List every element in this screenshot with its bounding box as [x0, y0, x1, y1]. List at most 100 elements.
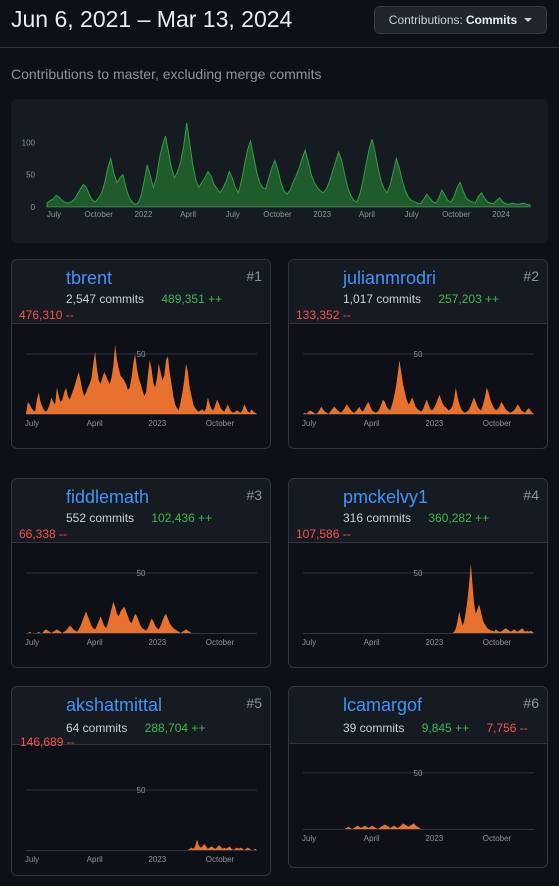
deletions-count: 7,756 -- [486, 721, 528, 735]
contributor-chart: 50 July April 2023 October [302, 769, 534, 843]
chart-x-tick-label: July [25, 855, 39, 864]
commit-count[interactable]: 39 commits [343, 721, 405, 735]
contributor-chart: 50 July April 2023 October [302, 563, 534, 647]
avatar[interactable] [297, 268, 333, 304]
chart-x-tick-label: 2023 [313, 210, 331, 219]
chart-x-tick-label: 2022 [135, 210, 153, 219]
chart-x-tick-label: July [25, 638, 39, 647]
avatar[interactable] [297, 487, 333, 523]
commit-count[interactable]: 316 commits [343, 511, 412, 525]
chart-x-tick-label: 2024 [492, 210, 510, 219]
chart-x-tick-label: April [87, 419, 103, 428]
chart-x-tick-label: April [87, 855, 103, 864]
chart-y-tick-label: 50 [137, 350, 146, 359]
contributor-username[interactable]: akshatmittal [66, 695, 163, 715]
avatar[interactable] [20, 487, 56, 523]
chart-x-tick-label: October [206, 638, 235, 647]
contributor-rank: #3 [246, 487, 262, 503]
contributions-subtitle: Contributions to master, excluding merge… [11, 66, 322, 82]
contributor-stats: 1,017 commits 257,203 ++ [343, 292, 499, 306]
chart-area-series [303, 823, 534, 829]
contributor-rank: #6 [523, 695, 539, 711]
contributor-card: akshatmittal #5 64 commits 288,704 ++ 14… [11, 686, 271, 876]
chart-area-series [26, 344, 257, 414]
contributor-chart: 50 July April 2023 October [25, 344, 257, 428]
additions-count: 360,282 ++ [428, 511, 490, 525]
chart-y-tick-label: 50 [414, 350, 423, 359]
chart-x-tick-label: July [302, 638, 316, 647]
chart-area-series [46, 122, 531, 208]
deletions-count: 66,338 -- [19, 527, 68, 541]
avatar[interactable] [20, 695, 56, 731]
chart-x-tick-label: 2023 [148, 419, 166, 428]
contributor-card-header: pmckelvy1 #4 316 commits 360,282 ++ 107,… [289, 479, 547, 543]
chart-y-tick-label: 50 [137, 786, 146, 795]
additions-count: 288,704 ++ [144, 721, 206, 735]
contributor-card-header: julianmrodri #2 1,017 commits 257,203 ++… [289, 260, 547, 324]
contributor-card: tbrent #1 2,547 commits 489,351 ++ 476,3… [11, 259, 271, 449]
avatar[interactable] [297, 695, 333, 731]
chart-y-tick-label: 100 [22, 138, 36, 147]
contributor-stats: 64 commits 288,704 ++ [66, 721, 205, 735]
chart-x-tick-label: July [25, 419, 39, 428]
chart-x-tick-label: July [47, 210, 61, 219]
deletions-count: 476,310 -- [19, 308, 74, 322]
chart-y-tick-label: 50 [414, 569, 423, 578]
date-range-title: Jun 6, 2021 – Mar 13, 2024 [11, 6, 293, 32]
chart-x-tick-label: 2023 [425, 419, 443, 428]
chart-area-series [26, 839, 257, 850]
chart-x-tick-label: October [483, 638, 512, 647]
chart-x-tick-label: October [442, 210, 471, 219]
contributor-rank: #2 [523, 268, 539, 284]
chart-x-tick-label: April [364, 834, 380, 843]
chart-x-tick-label: 2023 [425, 834, 443, 843]
chart-x-tick-label: 2023 [148, 855, 166, 864]
chart-x-tick-label: October [263, 210, 292, 219]
contributor-card: fiddlemath #3 552 commits 102,436 ++ 66,… [11, 478, 271, 668]
chart-x-tick-label: October [206, 419, 235, 428]
contributions-label: Contributions: [388, 13, 463, 27]
chart-area-series [26, 601, 257, 633]
chart-y-tick-label: 0 [31, 203, 36, 212]
contributions-dropdown-button[interactable]: Contributions: Commits [374, 6, 547, 34]
chart-x-tick-label: 2023 [425, 638, 443, 647]
additions-count: 102,436 ++ [151, 511, 213, 525]
contributor-stats: 39 commits 9,845 ++ 7,756 -- [343, 721, 528, 735]
chart-area-series [303, 563, 534, 633]
contributor-username[interactable]: fiddlemath [66, 487, 150, 507]
contributor-username[interactable]: pmckelvy1 [343, 487, 429, 507]
chart-x-tick-label: April [180, 210, 196, 219]
page-header: Jun 6, 2021 – Mar 13, 2024 Contributions… [0, 0, 559, 48]
chart-x-tick-label: October [483, 834, 512, 843]
chart-y-tick-label: 50 [26, 171, 35, 180]
avatar[interactable] [20, 268, 56, 304]
contributor-username[interactable]: julianmrodri [343, 268, 437, 288]
chart-y-tick-label: 50 [137, 569, 146, 578]
contributor-rank: #1 [246, 268, 262, 284]
contributor-chart: 50 July April 2023 October [302, 350, 534, 428]
contributor-card: pmckelvy1 #4 316 commits 360,282 ++ 107,… [288, 478, 548, 668]
chart-x-tick-label: July [302, 419, 316, 428]
contributor-chart: 50 July April 2023 October [25, 786, 257, 864]
contributions-value: Commits [465, 13, 518, 27]
additions-count: 9,845 ++ [421, 721, 470, 735]
contributor-username[interactable]: lcamargof [343, 695, 423, 715]
chart-x-tick-label: April [359, 210, 375, 219]
chart-x-tick-label: October [483, 419, 512, 428]
chart-x-tick-label: October [206, 855, 235, 864]
deletions-count: 107,586 -- [296, 527, 351, 541]
chevron-down-icon [524, 18, 533, 22]
chart-x-tick-label: July [404, 210, 418, 219]
contributor-stats: 2,547 commits 489,351 ++ [66, 292, 222, 306]
contributor-card: lcamargof #6 39 commits 9,845 ++ 7,756 -… [288, 686, 548, 868]
additions-count: 257,203 ++ [438, 292, 500, 306]
chart-x-tick-label: April [364, 638, 380, 647]
commit-count[interactable]: 64 commits [66, 721, 128, 735]
contributor-username[interactable]: tbrent [66, 268, 113, 288]
contributor-card-header: fiddlemath #3 552 commits 102,436 ++ 66,… [12, 479, 270, 543]
commit-count[interactable]: 552 commits [66, 511, 135, 525]
commit-count[interactable]: 1,017 commits [343, 292, 422, 306]
commit-count[interactable]: 2,547 commits [66, 292, 145, 306]
overview-chart[interactable]: 0 50 100 July October 2022 April July October 202… [11, 99, 548, 243]
chart-x-tick-label: July [226, 210, 240, 219]
